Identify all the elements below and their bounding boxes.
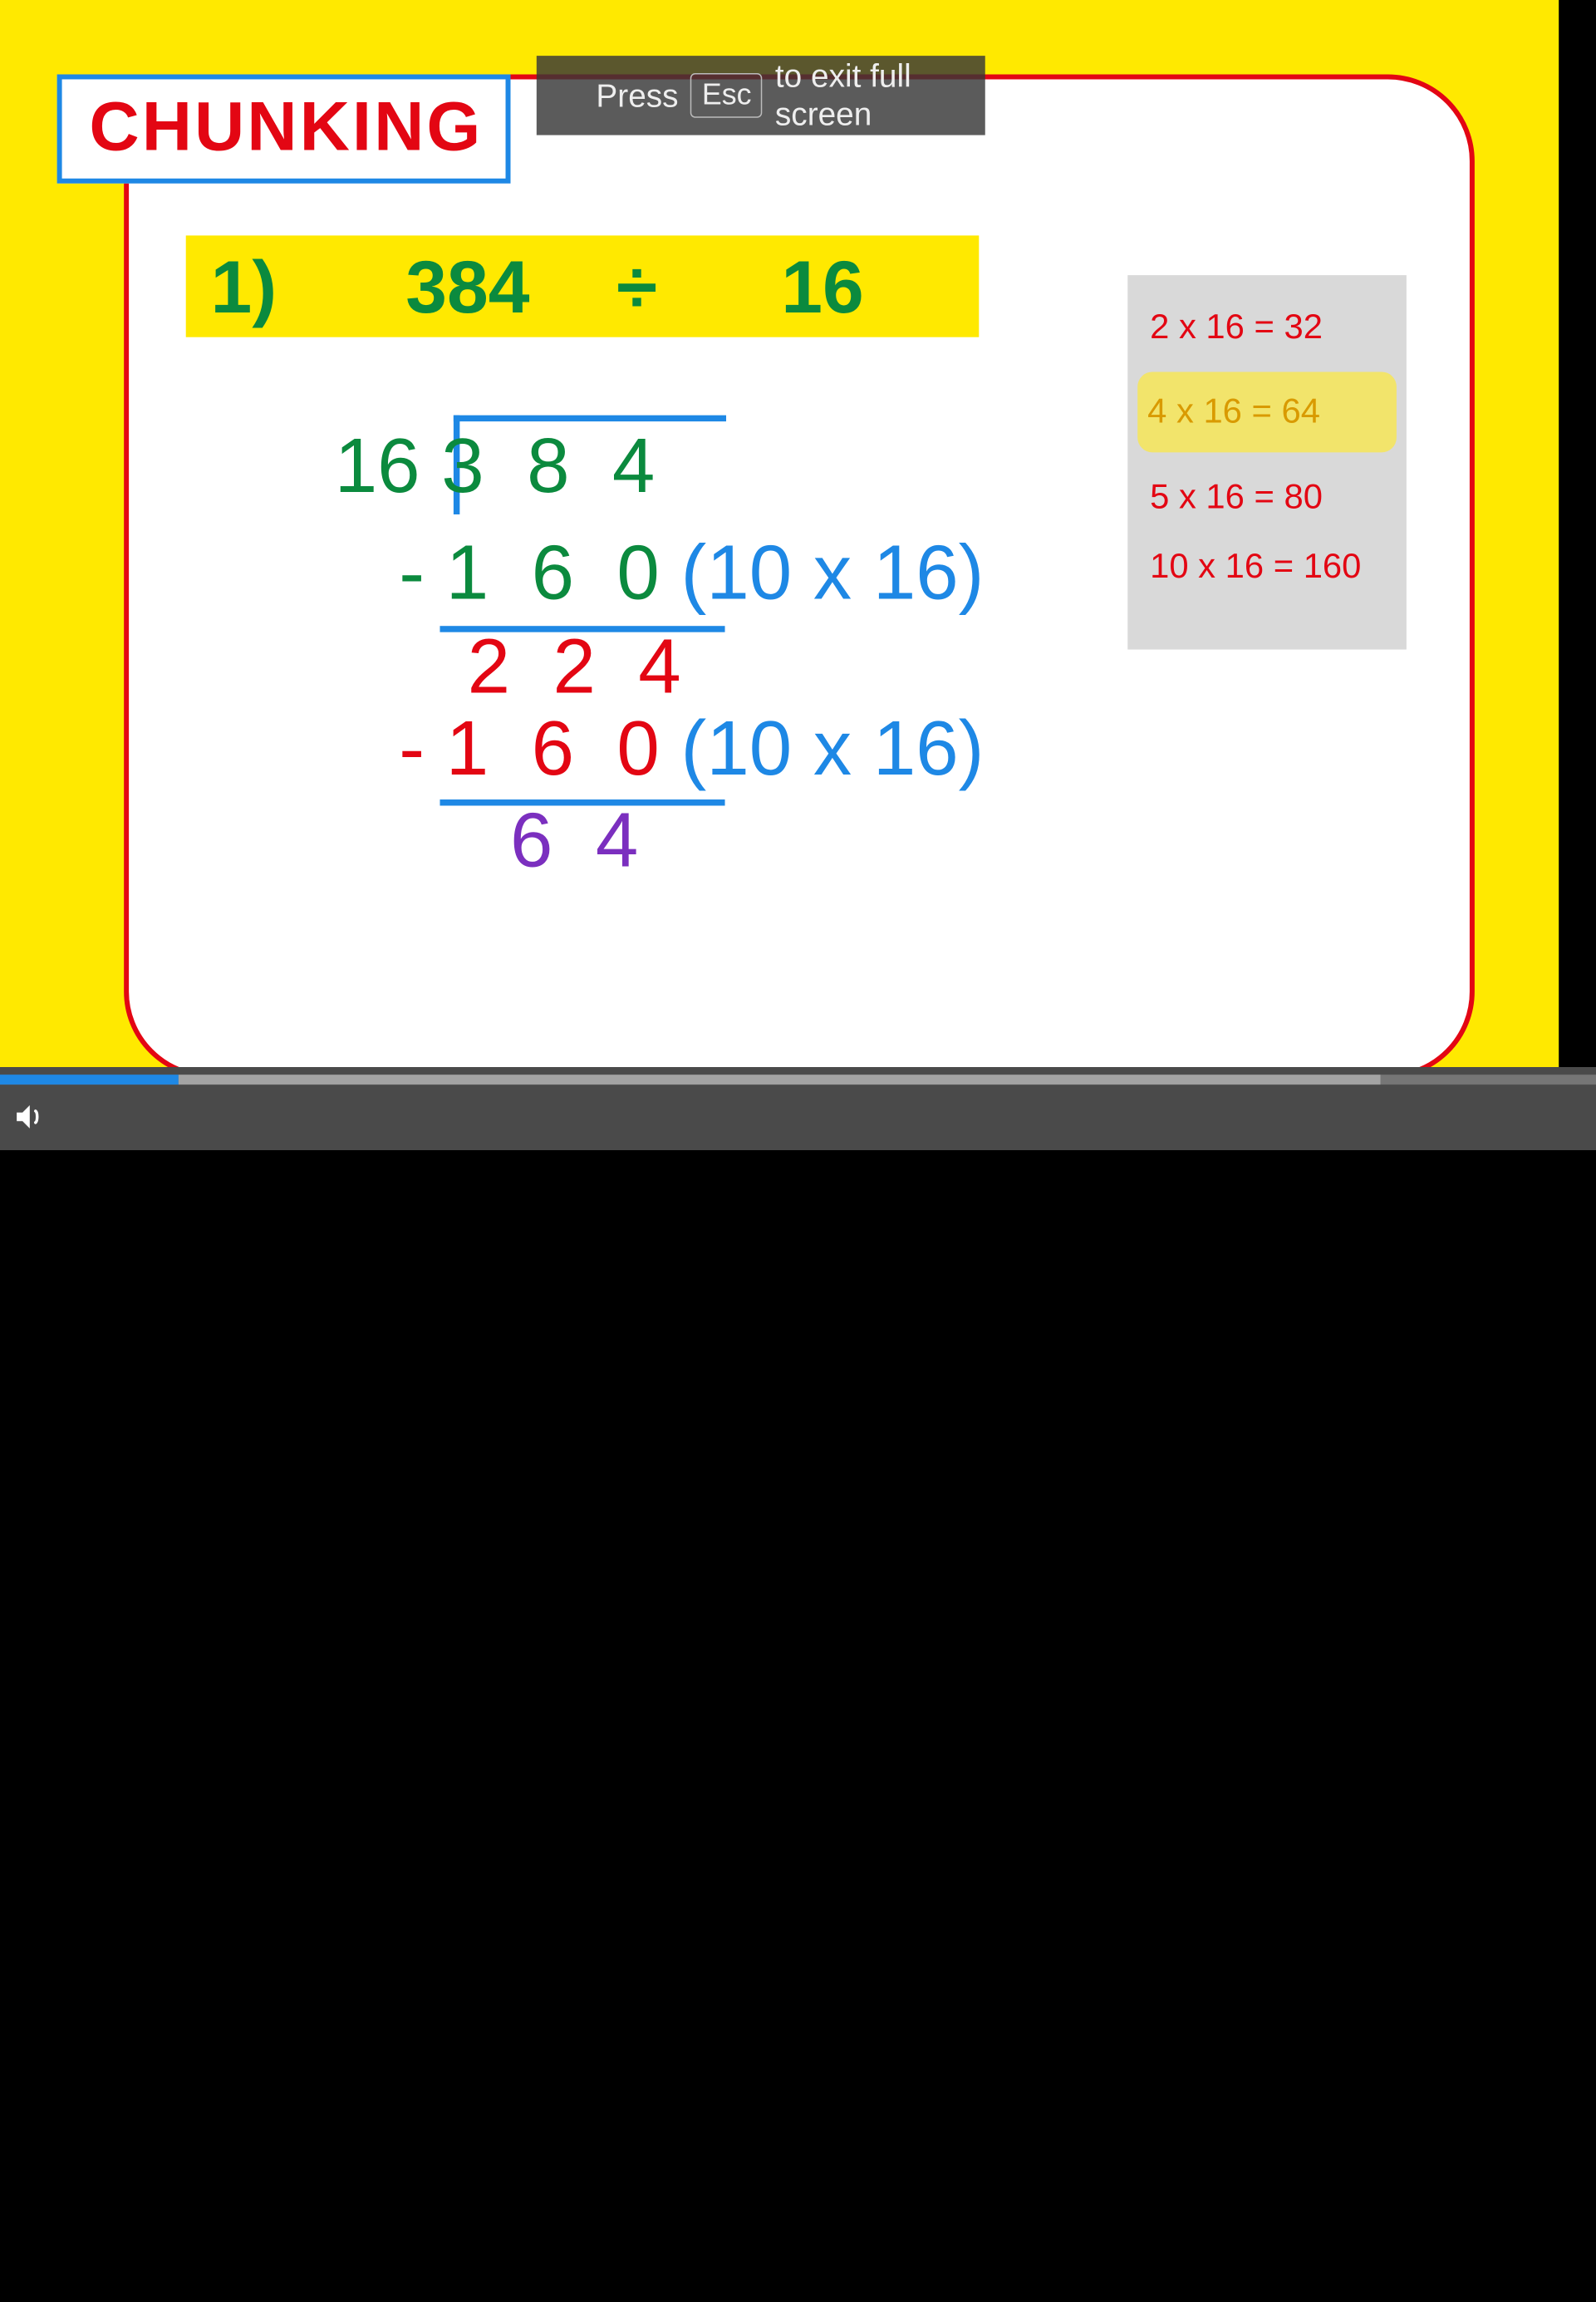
d: 2: [552, 625, 595, 711]
d: 2: [468, 625, 510, 711]
black-side-strip: [1559, 0, 1596, 1150]
d: 1: [446, 530, 489, 616]
progress-played: [0, 1075, 179, 1085]
fullscreen-hint: Press Esc to exit full screen: [537, 56, 985, 135]
d: 4: [638, 625, 680, 711]
d1: 8: [527, 424, 569, 509]
dividend: 384: [405, 243, 529, 329]
esc-before: Press: [596, 76, 678, 115]
division-work: 16 3 8 4 - 1 6 0 (10 x 16) 2 2 4 - 1 6 0…: [335, 416, 420, 2302]
fact-row: 2 x 16 = 32: [1145, 293, 1389, 362]
d2: 4: [612, 424, 655, 509]
work-row: - 1 6 0 (10 x 16): [399, 706, 984, 794]
d: 0: [616, 706, 659, 792]
d: 6: [532, 530, 574, 616]
video-controls[interactable]: [0, 1067, 1596, 1150]
division-bar-horizontal: [454, 416, 726, 421]
d: 1: [446, 706, 489, 792]
fact-row: 10 x 16 = 160: [1145, 532, 1389, 602]
operator: ÷: [616, 243, 657, 329]
d0: 3: [441, 424, 484, 509]
fact-row: 5 x 16 = 80: [1145, 462, 1389, 532]
fact-row-highlight: 4 x 16 = 64: [1137, 372, 1397, 452]
chunk-note: (10 x 16): [681, 530, 985, 616]
divisor: 16: [781, 243, 864, 329]
chunk-note: (10 x 16): [681, 706, 985, 792]
minus: -: [399, 530, 425, 616]
slide-title: CHUNKING: [57, 74, 511, 183]
minus: -: [399, 706, 425, 792]
volume-icon[interactable]: [12, 1099, 47, 1134]
work-divisor: 16: [335, 424, 420, 509]
problem-number: 1): [211, 243, 277, 329]
problem-statement: 1) 384 ÷ 16: [186, 235, 980, 337]
work-row: 6 4: [446, 797, 638, 885]
d: 6: [510, 799, 552, 884]
esc-key: Esc: [690, 73, 763, 118]
progress-buffered: [179, 1075, 1381, 1085]
dividend-row: 16 3 8 4: [335, 423, 656, 511]
work-row: - 1 6 0 (10 x 16): [399, 529, 984, 617]
facts-panel: 2 x 16 = 32 4 x 16 = 64 5 x 16 = 80 10 x…: [1127, 275, 1407, 649]
work-row: 2 2 4: [446, 623, 681, 711]
esc-after: to exit full screen: [775, 57, 985, 134]
d: 4: [596, 799, 638, 884]
d: 6: [532, 706, 574, 792]
d: 0: [616, 530, 659, 616]
